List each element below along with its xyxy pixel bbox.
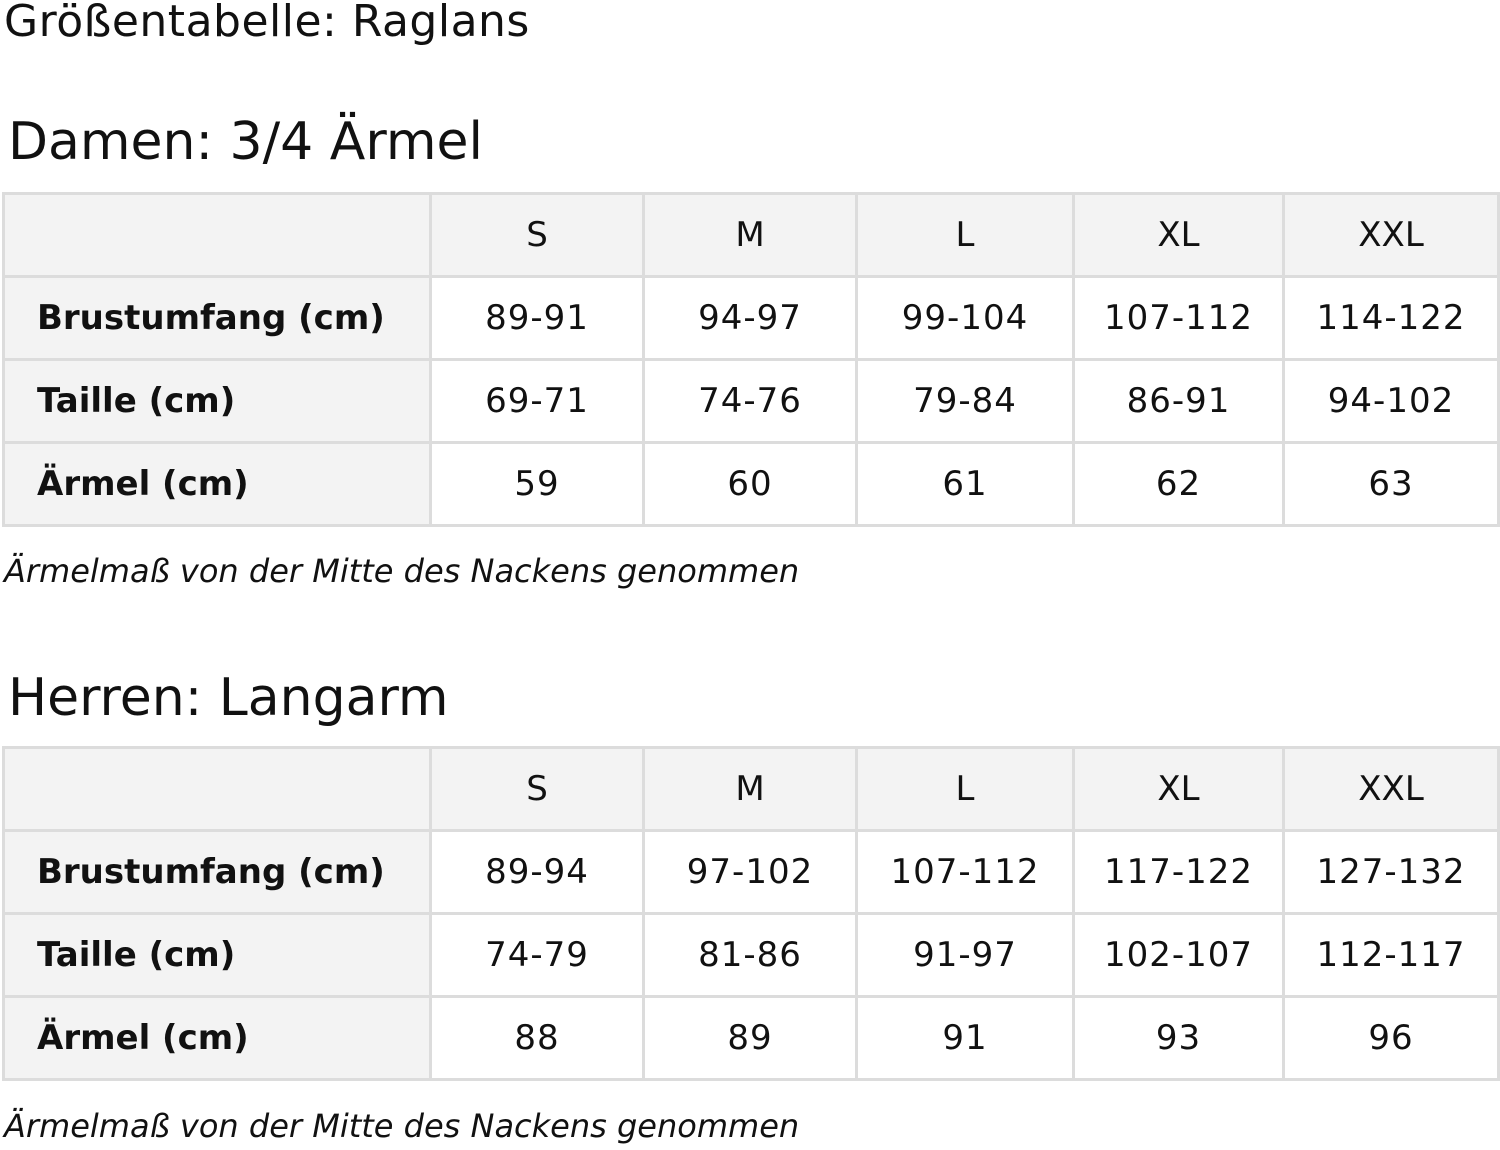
header-row: S M L XL XXL: [2, 192, 1500, 278]
section-heading: Herren: Langarm: [8, 668, 449, 728]
table-row: Brustumfang (cm) 89-91 94-97 99-104 107-112 1…: [2, 275, 1500, 361]
table-cell: 94-97: [642, 275, 858, 361]
size-header: XL: [1072, 746, 1285, 832]
table-cell: 69-71: [429, 358, 645, 444]
table-note: Ärmelmaß von der Mitte des Nackens genom…: [4, 552, 800, 590]
section-heading: Damen: 3/4 Ärmel: [8, 112, 483, 172]
size-header: L: [855, 192, 1075, 278]
table-row: Taille (cm) 69-71 74-76 79-84 86-91 94-102: [2, 358, 1500, 444]
table-row: Ärmel (cm) 88 89 91 93 96: [2, 995, 1500, 1081]
table-cell: 81-86: [642, 912, 858, 998]
table-cell: 89-94: [429, 829, 645, 915]
table-cell: 99-104: [855, 275, 1075, 361]
row-label: Ärmel (cm): [2, 995, 432, 1081]
table-cell: 127-132: [1282, 829, 1500, 915]
table-cell: 62: [1072, 441, 1285, 527]
table-cell: 74-76: [642, 358, 858, 444]
table-cell: 107-112: [1072, 275, 1285, 361]
table-cell: 112-117: [1282, 912, 1500, 998]
table-cell: 102-107: [1072, 912, 1285, 998]
table-note: Ärmelmaß von der Mitte des Nackens genom…: [4, 1107, 800, 1145]
row-label: Brustumfang (cm): [2, 829, 432, 915]
table-cell: 91: [855, 995, 1075, 1081]
row-label: Taille (cm): [2, 358, 432, 444]
size-header: XXL: [1282, 746, 1500, 832]
table-cell: 97-102: [642, 829, 858, 915]
row-label: Ärmel (cm): [2, 441, 432, 527]
table-cell: 59: [429, 441, 645, 527]
size-header: XXL: [1282, 192, 1500, 278]
size-header: M: [642, 192, 858, 278]
table-row: Ärmel (cm) 59 60 61 62 63: [2, 441, 1500, 527]
row-label: Brustumfang (cm): [2, 275, 432, 361]
table-cell: 61: [855, 441, 1075, 527]
size-header: M: [642, 746, 858, 832]
header-row: S M L XL XXL: [2, 746, 1500, 832]
corner-cell: [2, 746, 432, 832]
page-title: Größentabelle: Raglans: [4, 0, 530, 47]
table-cell: 88: [429, 995, 645, 1081]
table-cell: 79-84: [855, 358, 1075, 444]
table-row: Brustumfang (cm) 89-94 97-102 107-112 117-12…: [2, 829, 1500, 915]
table-cell: 91-97: [855, 912, 1075, 998]
size-header: S: [429, 192, 645, 278]
size-table-damen: S M L XL XXL Brustumfang (cm) 89-91 94-97 99-104…: [2, 192, 1500, 527]
table-cell: 89-91: [429, 275, 645, 361]
table-cell: 74-79: [429, 912, 645, 998]
size-table-herren: S M L XL XXL Brustumfang (cm) 89-94 97-102 107-1…: [2, 746, 1500, 1081]
table-cell: 63: [1282, 441, 1500, 527]
table-cell: 96: [1282, 995, 1500, 1081]
table-cell: 107-112: [855, 829, 1075, 915]
size-header: S: [429, 746, 645, 832]
table-cell: 114-122: [1282, 275, 1500, 361]
table-cell: 93: [1072, 995, 1285, 1081]
row-label: Taille (cm): [2, 912, 432, 998]
corner-cell: [2, 192, 432, 278]
table-cell: 60: [642, 441, 858, 527]
table-row: Taille (cm) 74-79 81-86 91-97 102-107 112-117: [2, 912, 1500, 998]
size-header: L: [855, 746, 1075, 832]
size-header: XL: [1072, 192, 1285, 278]
table-cell: 89: [642, 995, 858, 1081]
table-cell: 117-122: [1072, 829, 1285, 915]
table-cell: 86-91: [1072, 358, 1285, 444]
table-cell: 94-102: [1282, 358, 1500, 444]
